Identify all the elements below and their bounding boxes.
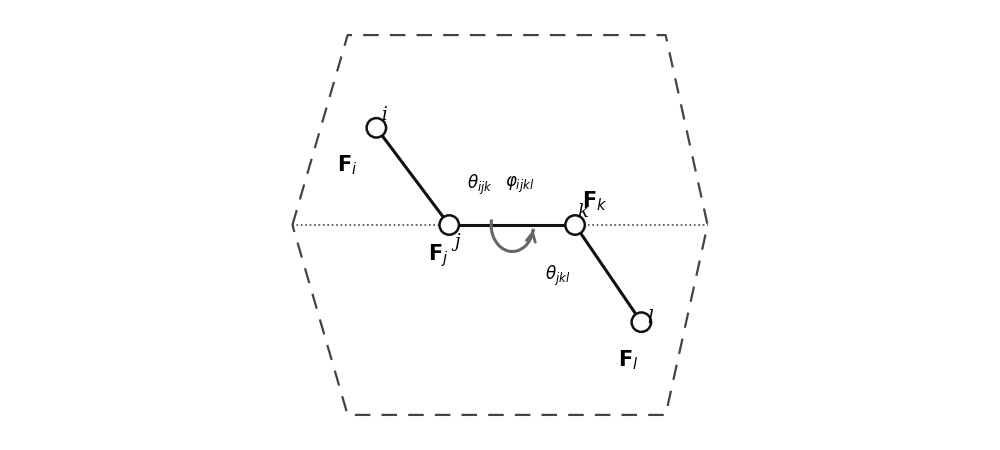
- Text: $\mathbf{F}_l$: $\mathbf{F}_l$: [618, 348, 638, 372]
- Text: l: l: [647, 309, 653, 327]
- Text: k: k: [578, 203, 588, 221]
- Text: $\mathbf{F}_j$: $\mathbf{F}_j$: [428, 243, 448, 269]
- Text: $\mathbf{F}_k$: $\mathbf{F}_k$: [582, 189, 608, 212]
- Circle shape: [439, 215, 459, 235]
- Circle shape: [367, 118, 386, 138]
- Circle shape: [565, 215, 585, 235]
- Circle shape: [632, 312, 651, 332]
- Text: $\varphi_{ijkl}$: $\varphi_{ijkl}$: [505, 175, 535, 195]
- Text: $\theta_{jkl}$: $\theta_{jkl}$: [545, 264, 570, 288]
- Text: $\theta_{ijk}$: $\theta_{ijk}$: [467, 173, 493, 198]
- Text: $\mathbf{F}_i$: $\mathbf{F}_i$: [337, 153, 358, 177]
- Text: j: j: [454, 233, 460, 251]
- Text: i: i: [381, 107, 387, 125]
